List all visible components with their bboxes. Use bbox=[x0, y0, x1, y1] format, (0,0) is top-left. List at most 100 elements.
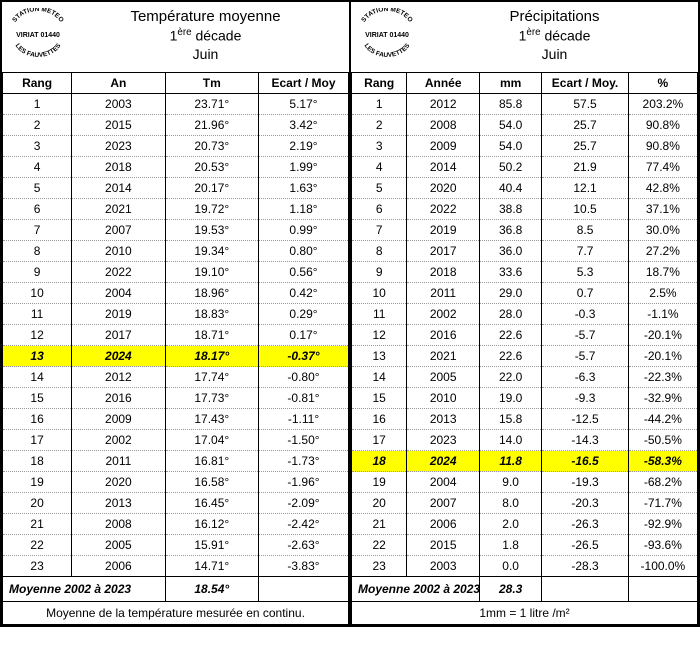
table-header-row: Rang An Tm Ecart / Moy bbox=[3, 73, 349, 94]
cell-r: 1 bbox=[3, 94, 72, 115]
cell-v: 8.0 bbox=[480, 493, 542, 514]
avg-empty bbox=[259, 577, 349, 602]
cell-v: 40.4 bbox=[480, 178, 542, 199]
table-row: 19202016.58°-1.96° bbox=[3, 472, 349, 493]
cell-a: 2011 bbox=[407, 283, 480, 304]
table-row: 17200217.04°-1.50° bbox=[3, 430, 349, 451]
cell-e: 57.5 bbox=[542, 94, 629, 115]
cell-e: 7.7 bbox=[542, 241, 629, 262]
cell-v: 19.10° bbox=[165, 262, 258, 283]
table-row: 23200614.71°-3.83° bbox=[3, 556, 349, 577]
cell-e: -1.11° bbox=[259, 409, 349, 430]
cell-r: 17 bbox=[352, 430, 407, 451]
cell-a: 2013 bbox=[407, 409, 480, 430]
cell-v: 20.73° bbox=[165, 136, 258, 157]
cell-a: 2008 bbox=[72, 514, 165, 535]
cell-e: 2.19° bbox=[259, 136, 349, 157]
cell-r: 20 bbox=[3, 493, 72, 514]
table-row: 21200816.12°-2.42° bbox=[3, 514, 349, 535]
cell-p: -100.0% bbox=[628, 556, 697, 577]
table-row: 16200917.43°-1.11° bbox=[3, 409, 349, 430]
svg-text:LES FAUVETTES: LES FAUVETTES bbox=[14, 42, 63, 59]
table-row: 6202238.810.537.1% bbox=[352, 199, 698, 220]
cell-r: 9 bbox=[352, 262, 407, 283]
cell-p: -32.9% bbox=[628, 388, 697, 409]
title-left-l1: Température moyenne bbox=[68, 8, 343, 25]
cell-a: 2020 bbox=[407, 178, 480, 199]
cell-v: 17.43° bbox=[165, 409, 258, 430]
cell-a: 2008 bbox=[407, 115, 480, 136]
cell-a: 2023 bbox=[72, 136, 165, 157]
cell-e: 3.42° bbox=[259, 115, 349, 136]
avg-empty bbox=[628, 577, 697, 602]
cell-v: 15.8 bbox=[480, 409, 542, 430]
table-row: 15201617.73°-0.81° bbox=[3, 388, 349, 409]
table-row: 13202418.17°-0.37° bbox=[3, 346, 349, 367]
average-row: Moyenne 2002 à 202328.3 bbox=[352, 577, 698, 602]
cell-e: -20.3 bbox=[542, 493, 629, 514]
cell-a: 2007 bbox=[407, 493, 480, 514]
svg-text:VIRIAT 01440: VIRIAT 01440 bbox=[365, 32, 409, 39]
cell-v: 2.0 bbox=[480, 514, 542, 535]
cell-e: 12.1 bbox=[542, 178, 629, 199]
title-right-l2-post: décade bbox=[541, 28, 591, 44]
table-row: 6202119.72°1.18° bbox=[3, 199, 349, 220]
table-row: 1201285.857.5203.2% bbox=[352, 94, 698, 115]
table-temperature: Rang An Tm Ecart / Moy 1200323.71°5.17°2… bbox=[2, 72, 349, 602]
cell-r: 21 bbox=[3, 514, 72, 535]
cell-r: 22 bbox=[352, 535, 407, 556]
cell-v: 36.8 bbox=[480, 220, 542, 241]
svg-text:LES FAUVETTES: LES FAUVETTES bbox=[363, 42, 412, 59]
cell-e: 1.99° bbox=[259, 157, 349, 178]
th-mm: mm bbox=[480, 73, 542, 94]
cell-v: 54.0 bbox=[480, 115, 542, 136]
cell-e: 8.5 bbox=[542, 220, 629, 241]
cell-r: 18 bbox=[352, 451, 407, 472]
cell-a: 2024 bbox=[72, 346, 165, 367]
cell-a: 2004 bbox=[72, 283, 165, 304]
table-row: 22200515.91°-2.63° bbox=[3, 535, 349, 556]
cell-a: 2018 bbox=[407, 262, 480, 283]
cell-v: 22.6 bbox=[480, 346, 542, 367]
cell-r: 3 bbox=[352, 136, 407, 157]
cell-r: 1 bbox=[352, 94, 407, 115]
cell-e: -2.63° bbox=[259, 535, 349, 556]
cell-p: -50.5% bbox=[628, 430, 697, 451]
cell-e: -5.7 bbox=[542, 346, 629, 367]
cell-a: 2017 bbox=[72, 325, 165, 346]
cell-v: 17.73° bbox=[165, 388, 258, 409]
cell-v: 16.81° bbox=[165, 451, 258, 472]
cell-p: 30.0% bbox=[628, 220, 697, 241]
cell-a: 2015 bbox=[72, 115, 165, 136]
cell-v: 50.2 bbox=[480, 157, 542, 178]
cell-r: 12 bbox=[3, 325, 72, 346]
table-row: 4201820.53°1.99° bbox=[3, 157, 349, 178]
cell-v: 0.0 bbox=[480, 556, 542, 577]
th-rang: Rang bbox=[3, 73, 72, 94]
cell-e: -3.83° bbox=[259, 556, 349, 577]
table-row: 4201450.221.977.4% bbox=[352, 157, 698, 178]
cell-a: 2012 bbox=[72, 367, 165, 388]
cell-v: 11.8 bbox=[480, 451, 542, 472]
cell-v: 19.53° bbox=[165, 220, 258, 241]
cell-e: -28.3 bbox=[542, 556, 629, 577]
cell-v: 19.34° bbox=[165, 241, 258, 262]
cell-r: 14 bbox=[352, 367, 407, 388]
cell-a: 2002 bbox=[407, 304, 480, 325]
cell-e: 0.80° bbox=[259, 241, 349, 262]
cell-v: 85.8 bbox=[480, 94, 542, 115]
table-precipitation: Rang Année mm Ecart / Moy. % 1201285.857… bbox=[351, 72, 698, 602]
cell-a: 2019 bbox=[407, 220, 480, 241]
th-pct: % bbox=[628, 73, 697, 94]
cell-p: -20.1% bbox=[628, 325, 697, 346]
title-block-left: Température moyenne 1ère décade Juin bbox=[68, 6, 343, 62]
cell-e: 1.18° bbox=[259, 199, 349, 220]
cell-r: 8 bbox=[352, 241, 407, 262]
cell-v: 22.0 bbox=[480, 367, 542, 388]
svg-text:STATION METEO: STATION METEO bbox=[360, 8, 413, 24]
table-row: 9202219.10°0.56° bbox=[3, 262, 349, 283]
cell-p: 2.5% bbox=[628, 283, 697, 304]
cell-r: 2 bbox=[352, 115, 407, 136]
cell-v: 20.17° bbox=[165, 178, 258, 199]
th-an: An bbox=[72, 73, 165, 94]
